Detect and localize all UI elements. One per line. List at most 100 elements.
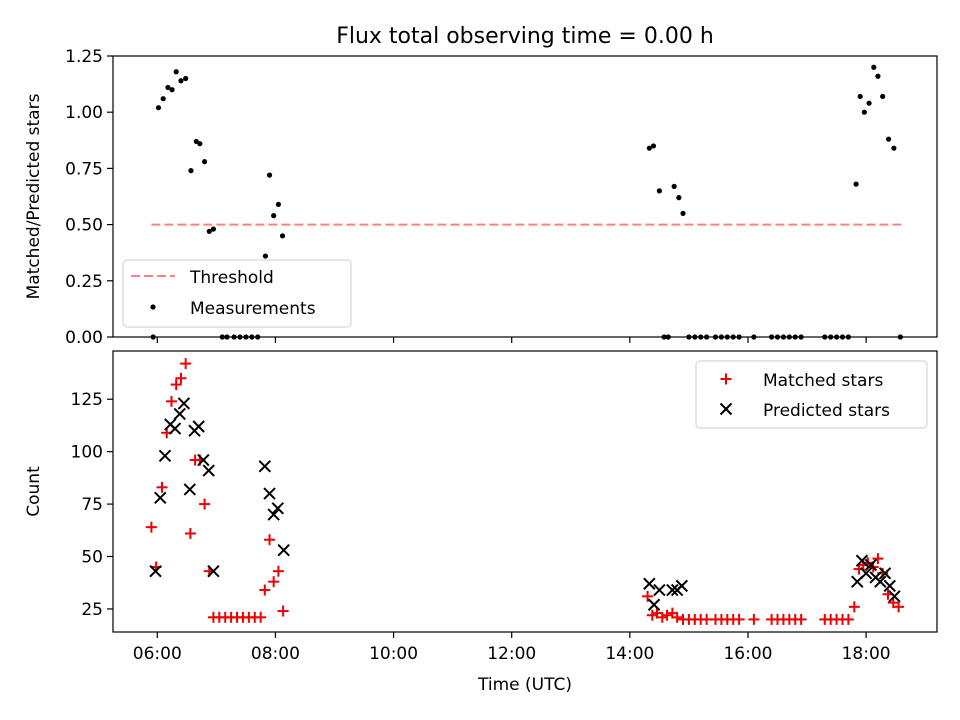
measurement-point [857, 93, 863, 100]
matched-star-point [272, 565, 284, 577]
measurement-point [875, 73, 881, 79]
measurement-point [173, 69, 179, 75]
predicted-star-point [675, 579, 689, 593]
measurement-point [656, 188, 662, 194]
measurement-point [165, 84, 171, 91]
x-tick-label: 06:00 [133, 644, 182, 664]
matched-star-point [255, 611, 267, 623]
predicted-star-point [271, 502, 285, 515]
top-legend: Threshold Measurements [122, 259, 352, 328]
y-tick-label: 125 [71, 390, 103, 410]
matched-star-point [893, 601, 905, 613]
measurement-point [271, 213, 277, 219]
predicted-star-point [197, 453, 210, 467]
matched-star-point [264, 534, 276, 546]
measurement-point [210, 226, 217, 232]
measurement-point [650, 143, 657, 149]
x-axis-label: Time (UTC) [477, 675, 572, 695]
matched-star-point [165, 395, 177, 407]
x-tick-label: 10:00 [369, 644, 418, 664]
top-panel: 0.00 0.25 0.50 0.75 1.00 1.25 Matched/Predicte… [24, 47, 938, 348]
y-tick-label: 1.00 [65, 103, 103, 123]
legend-measurements-swatch [150, 304, 156, 310]
matched-star-point [661, 609, 673, 621]
matched-star-point [268, 576, 280, 588]
measurement-point [646, 145, 652, 151]
matched-star-point [199, 498, 211, 510]
matched-star-point [184, 527, 196, 539]
matched-star-point [842, 613, 854, 625]
matched-star-point [656, 611, 668, 623]
y-axis-label: Matched/Predicted stars [24, 93, 44, 299]
legend-predicted-swatch [719, 402, 733, 416]
matched-star-point [156, 481, 168, 493]
matched-star-point [145, 521, 157, 533]
measurement-point [206, 228, 212, 234]
y-tick-label: 1.25 [65, 47, 103, 67]
matched-star-point [642, 590, 654, 602]
measurement-point [871, 64, 877, 70]
legend-threshold-label: Threshold [189, 268, 274, 288]
matched-star-point [795, 613, 807, 625]
matched-star-point [180, 358, 192, 370]
y-tick-label: 0.75 [65, 159, 103, 179]
predicted-star-point [168, 422, 182, 435]
measurement-point [183, 75, 189, 82]
chart-title: Flux total observing time = 0.00 h [336, 24, 714, 49]
measurement-point [262, 253, 268, 259]
predicted-star-point [173, 407, 186, 421]
measurement-point [266, 172, 273, 178]
predicted-star-point [154, 491, 167, 504]
predicted-star-point [855, 554, 869, 567]
predicted-star-point [666, 583, 679, 597]
predicted-star-point [643, 577, 656, 590]
predicted-star-point [202, 464, 215, 477]
y-tick-label: 0.00 [65, 328, 103, 348]
legend-box [695, 360, 928, 429]
matched-star-point [733, 613, 745, 625]
x-tick-label: 16:00 [723, 644, 772, 664]
predicted-star-point [874, 575, 887, 588]
predicted-star-point [277, 544, 290, 557]
matched-star-point [259, 584, 271, 596]
predicted-star-point [267, 508, 280, 521]
measurement-point [680, 210, 686, 216]
predicted-star-point [149, 564, 162, 578]
matched-star-point [748, 613, 760, 625]
measurement-point [676, 195, 682, 201]
predicted-star-point [258, 460, 272, 473]
matched-star-point [277, 605, 289, 617]
measurement-point [160, 96, 166, 102]
legend-measurements-label: Measurements [190, 299, 316, 319]
y-tick-label: 50 [81, 548, 103, 568]
measurement-point [861, 109, 867, 115]
matched-star-point [872, 553, 884, 565]
y-axis-label: Count [24, 466, 44, 517]
measurement-point [866, 100, 872, 106]
measurement-point [178, 78, 184, 84]
measurement-point [155, 105, 162, 111]
predicted-star-point [263, 487, 276, 500]
predicted-star-point [647, 598, 661, 611]
predicted-star-point [653, 583, 666, 597]
x-tick-label: 12:00 [487, 644, 536, 664]
predicted-star-point [864, 558, 878, 572]
legend-matched-swatch [720, 373, 732, 385]
measurement-point [197, 141, 203, 147]
axes-frame [112, 350, 938, 633]
bottom-legend: Matched stars Predicted stars [695, 360, 928, 429]
x-tick-label: 14:00 [605, 644, 654, 664]
measurement-point [885, 136, 892, 142]
matched-star-point [848, 601, 860, 613]
y-tick-label: 25 [81, 600, 103, 620]
measurement-point [279, 233, 286, 239]
predicted-star-point [207, 564, 220, 578]
predicted-star-point [158, 449, 172, 463]
predicted-star-point [192, 420, 205, 433]
measurement-point [169, 87, 175, 93]
y-tick-label: 0.50 [65, 216, 103, 236]
predicted-star-point [183, 483, 196, 496]
y-tick-label: 75 [81, 495, 103, 515]
x-tick-label: 18:00 [842, 644, 891, 664]
measurement-point [880, 93, 886, 100]
